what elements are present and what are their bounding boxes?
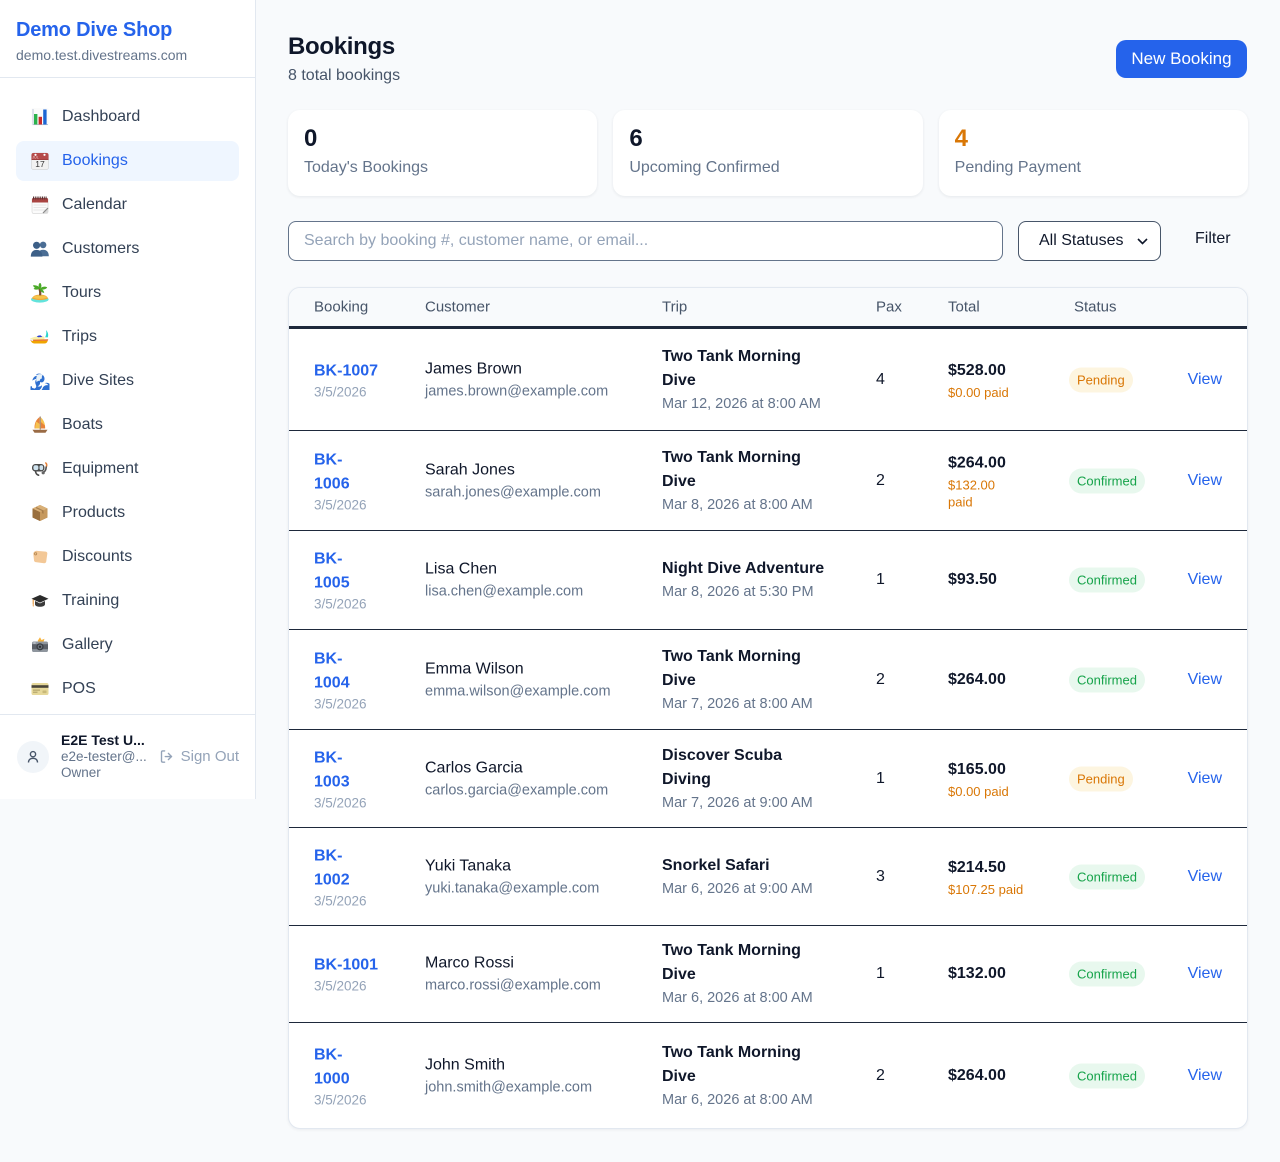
svg-text:17: 17	[35, 159, 45, 169]
svg-text:JUL: JUL	[32, 155, 38, 159]
